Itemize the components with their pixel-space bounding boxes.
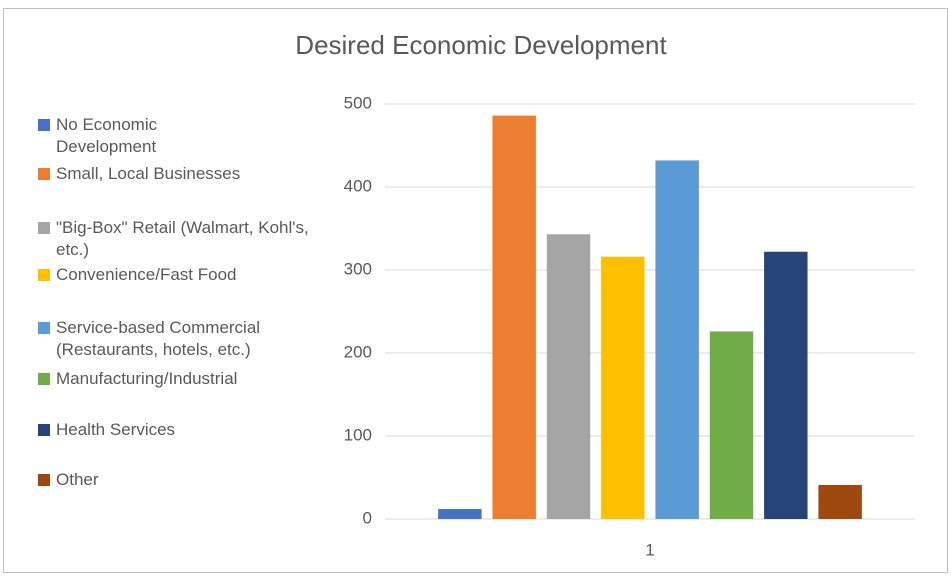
bar [764, 251, 808, 520]
bar [438, 509, 482, 519]
legend-item: Other [38, 469, 313, 491]
bar [601, 256, 645, 519]
legend-swatch [38, 474, 50, 486]
legend-swatch [38, 373, 50, 385]
legend-label: Small, Local Businesses [56, 164, 241, 183]
bar [492, 115, 536, 520]
y-tick-label: 400 [344, 176, 372, 195]
y-tick-label: 0 [363, 508, 372, 527]
legend-label: Other [56, 470, 99, 489]
legend-item: Health Services [38, 419, 313, 441]
legend-label: "Big-Box" Retail (Walmart, Kohl's, etc.) [56, 218, 309, 259]
bar [709, 331, 754, 519]
legend-swatch [38, 269, 50, 281]
chart-border [3, 8, 948, 573]
legend-swatch [38, 168, 50, 180]
y-tick-label: 100 [344, 425, 372, 444]
legend-item: "Big-Box" Retail (Walmart, Kohl's, etc.) [38, 217, 313, 261]
y-tick-label: 300 [344, 259, 372, 278]
legend-label: Health Services [56, 420, 176, 439]
legend-swatch [38, 424, 50, 436]
legend-swatch [38, 119, 50, 131]
legend-label: Service-based Commercial (Restaurants, h… [56, 318, 261, 359]
legend-item: Small, Local Businesses [38, 163, 313, 185]
legend-item: No Economic Development [38, 114, 313, 158]
chart-title: Desired Economic Development [295, 30, 667, 60]
legend-label: Manufacturing/Industrial [56, 369, 238, 388]
legend-item: Manufacturing/Industrial [38, 368, 313, 390]
bar [655, 160, 699, 519]
legend-label: Convenience/Fast Food [56, 265, 237, 284]
bar [818, 484, 862, 519]
legend-swatch [38, 322, 50, 334]
x-tick-label: 1 [645, 540, 654, 559]
y-tick-label: 500 [344, 93, 372, 112]
legend-item: Service-based Commercial (Restaurants, h… [38, 317, 313, 361]
legend-swatch [38, 222, 50, 234]
bar [546, 234, 591, 519]
legend-label: No Economic Development [56, 115, 158, 156]
legend-item: Convenience/Fast Food [38, 264, 313, 286]
y-tick-label: 200 [344, 342, 372, 361]
